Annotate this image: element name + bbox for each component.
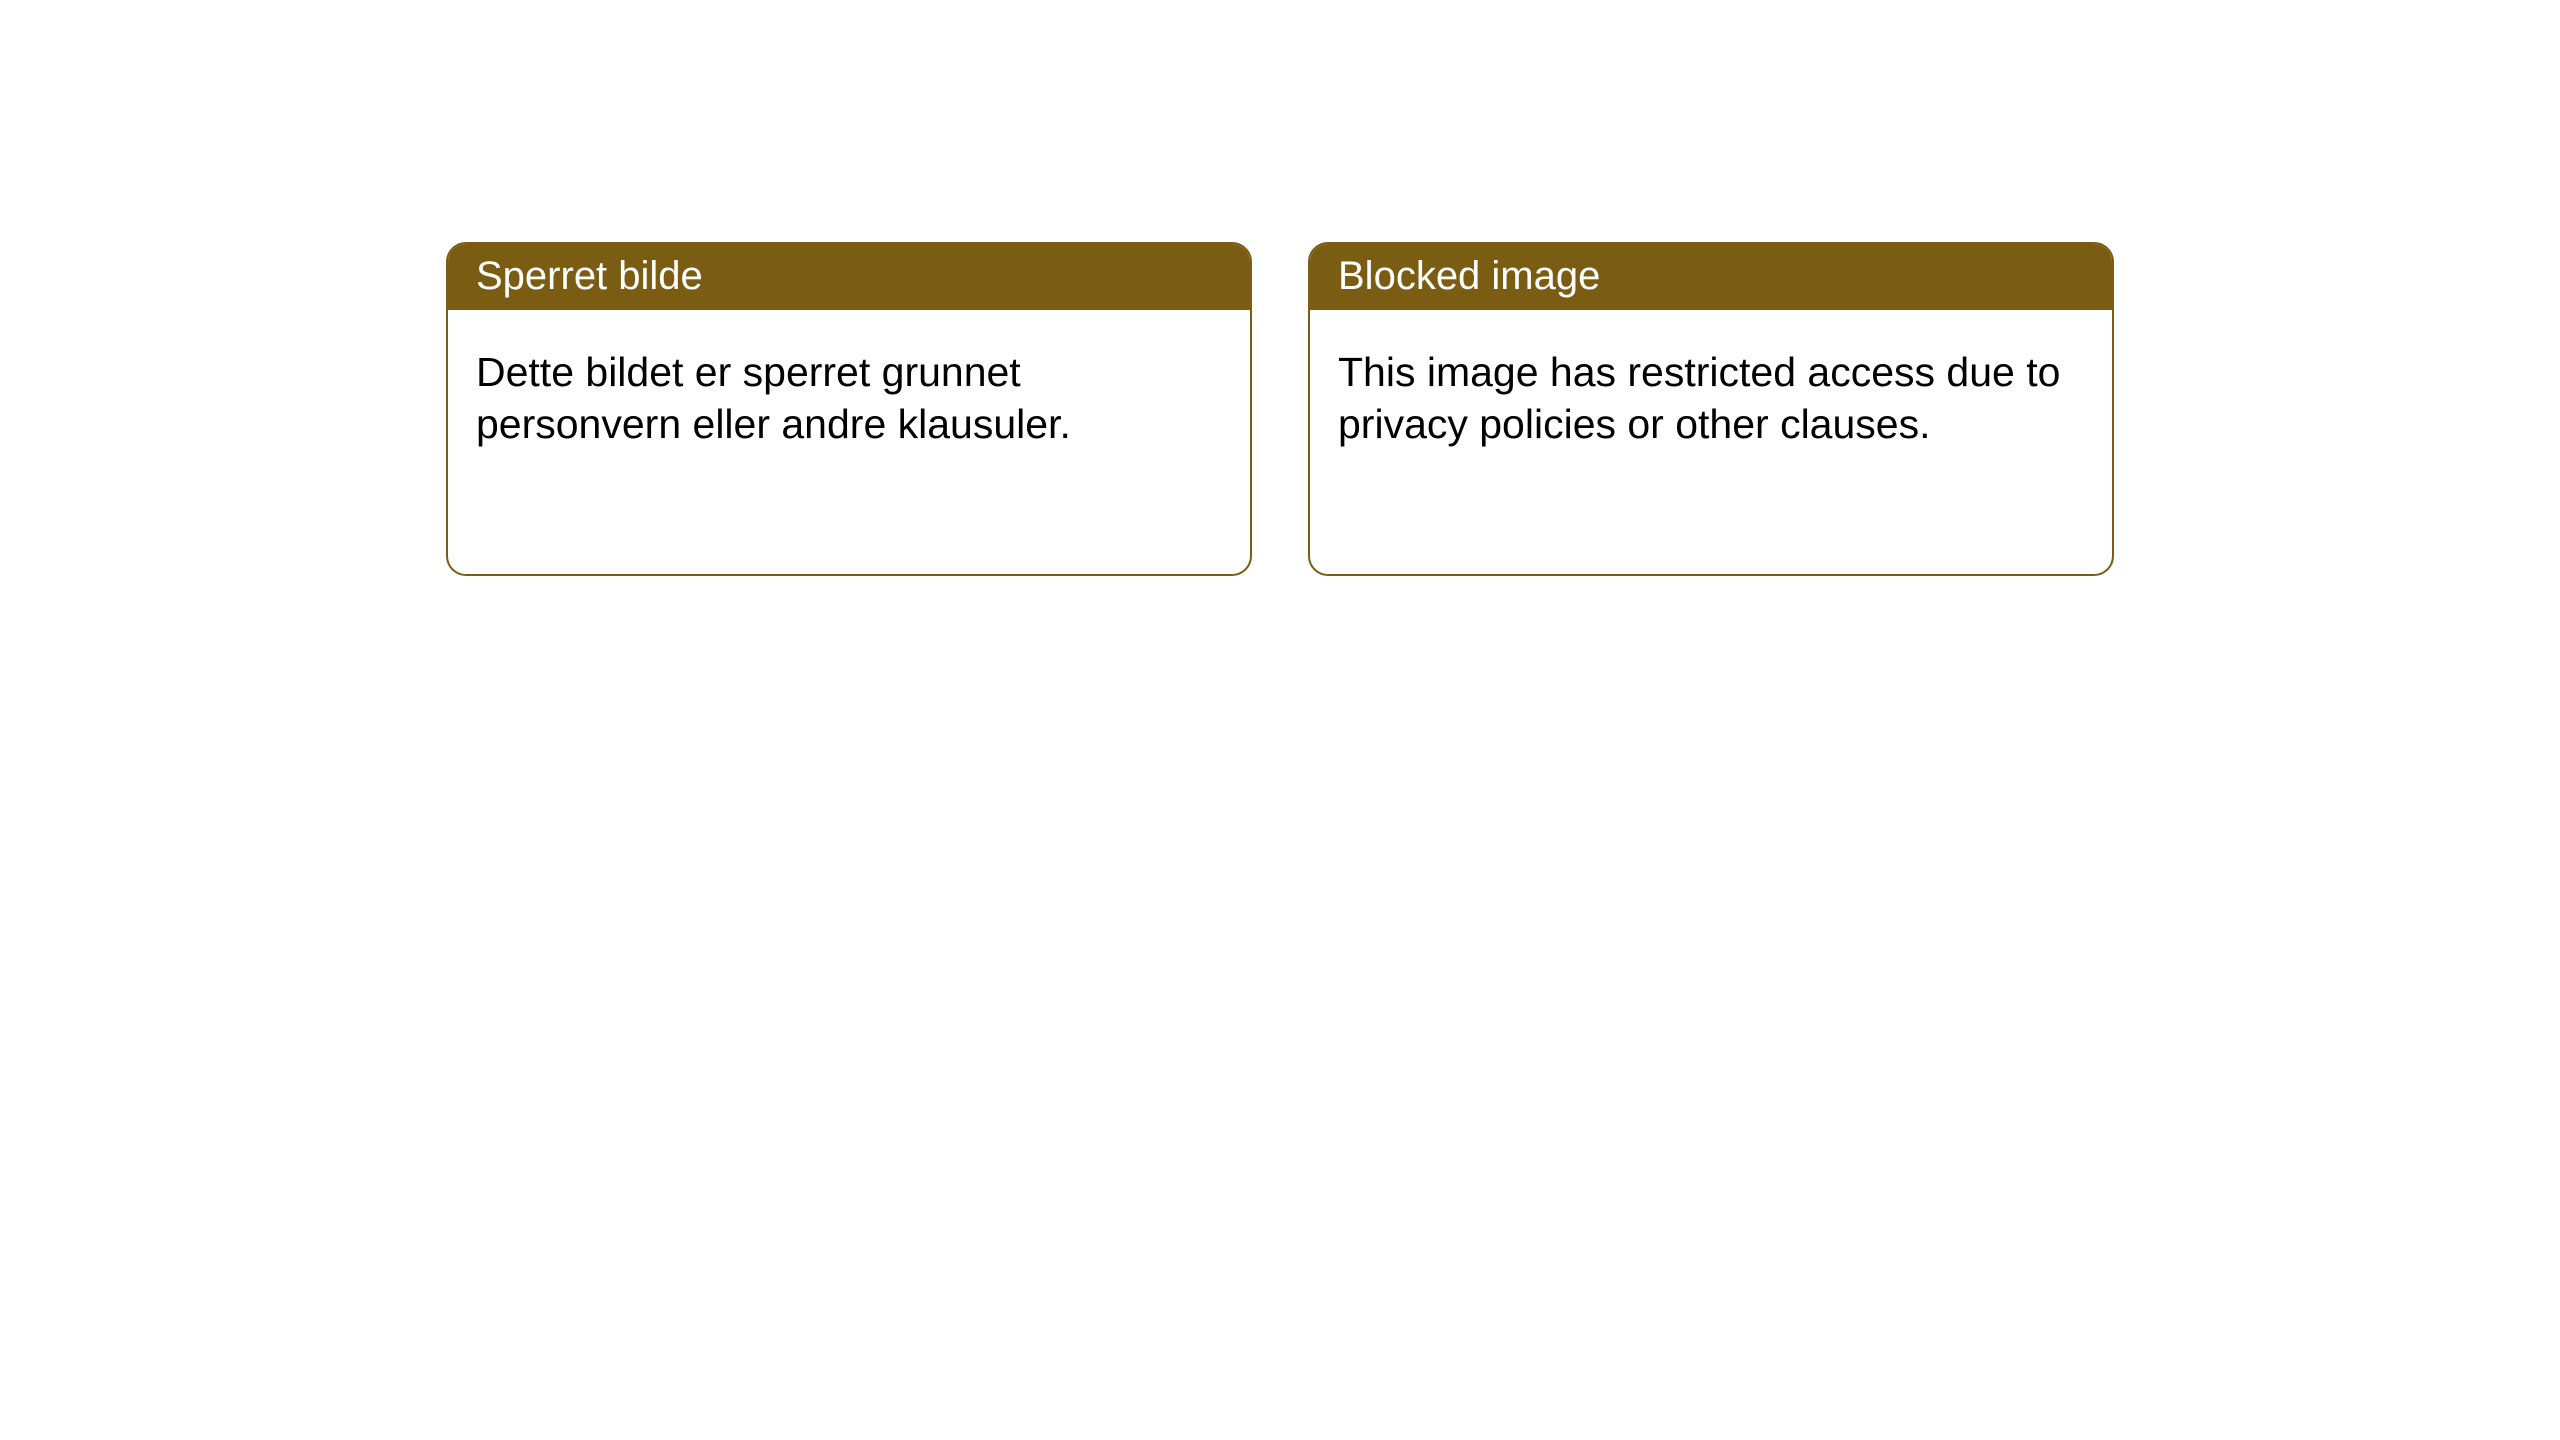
notice-body-en: This image has restricted access due to …: [1310, 310, 2112, 479]
notice-header-en: Blocked image: [1310, 244, 2112, 310]
notice-body-no: Dette bildet er sperret grunnet personve…: [448, 310, 1250, 479]
notice-container: Sperret bilde Dette bildet er sperret gr…: [0, 0, 2560, 576]
notice-card-en: Blocked image This image has restricted …: [1308, 242, 2114, 576]
notice-header-no: Sperret bilde: [448, 244, 1250, 310]
notice-card-no: Sperret bilde Dette bildet er sperret gr…: [446, 242, 1252, 576]
